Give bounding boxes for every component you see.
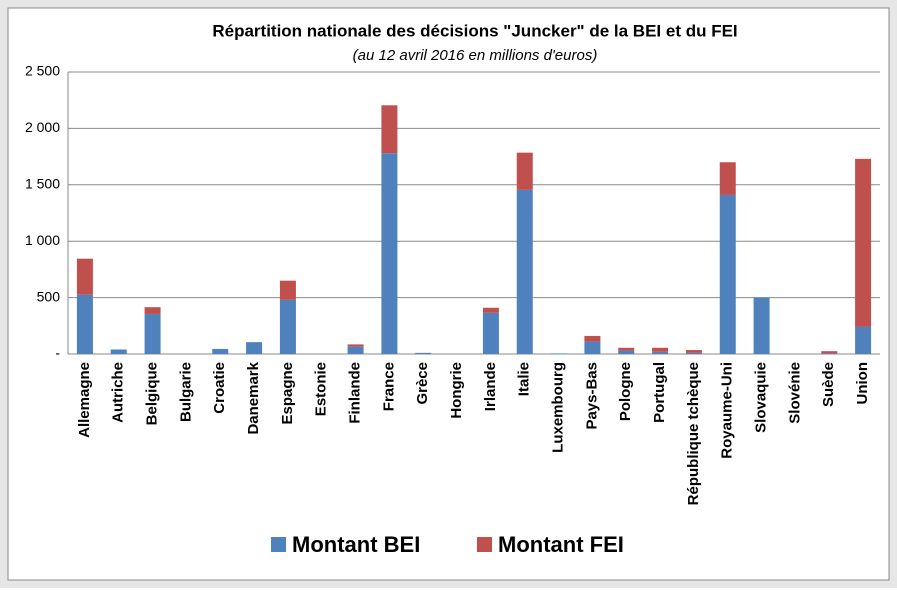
legend-label: Montant BEI bbox=[292, 532, 420, 557]
bar-segment bbox=[855, 326, 872, 354]
bar-segment bbox=[347, 344, 364, 347]
x-tick-label: Bulgarie bbox=[177, 362, 194, 422]
bar-segment bbox=[652, 347, 669, 352]
y-tick-label: 2 000 bbox=[25, 119, 60, 135]
y-tick-label: 2 500 bbox=[25, 63, 60, 79]
chart-subtitle: (au 12 avril 2016 en millions d'euros) bbox=[353, 47, 598, 64]
y-tick-label: 1 500 bbox=[25, 176, 60, 192]
bar-segment bbox=[618, 350, 635, 354]
legend-label: Montant FEI bbox=[498, 532, 624, 557]
x-tick-label: Luxembourg bbox=[550, 362, 567, 453]
x-tick-label: Autriche bbox=[110, 362, 127, 423]
bar-segment bbox=[855, 158, 872, 327]
bar-segment bbox=[482, 312, 499, 354]
x-tick-label: Espagne bbox=[279, 362, 296, 425]
bar-segment bbox=[279, 299, 296, 354]
y-tick-label: - bbox=[55, 345, 60, 361]
x-tick-label: Italie bbox=[516, 362, 533, 396]
x-tick-label: Hongrie bbox=[448, 362, 465, 419]
x-tick-label: Portugal bbox=[651, 362, 668, 423]
legend-swatch bbox=[477, 537, 492, 552]
y-tick-label: 1 000 bbox=[25, 232, 60, 248]
bar-segment bbox=[821, 351, 838, 354]
panel bbox=[7, 7, 890, 581]
bar-segment bbox=[76, 294, 93, 354]
bar-segment bbox=[821, 353, 838, 354]
x-tick-label: Danemark bbox=[245, 361, 262, 434]
bar-segment bbox=[347, 346, 364, 354]
bar-segment bbox=[685, 350, 702, 353]
bar-segment bbox=[144, 307, 161, 314]
bar-segment bbox=[76, 258, 93, 295]
x-tick-label: Slovénie bbox=[786, 362, 803, 424]
x-tick-label: Suède bbox=[820, 362, 837, 407]
x-tick-label: Allemagne bbox=[76, 362, 93, 438]
bar-segment bbox=[719, 162, 736, 195]
bar-segment bbox=[381, 153, 398, 354]
bar-segment bbox=[516, 152, 533, 190]
x-tick-label: Irlande bbox=[482, 362, 499, 411]
x-tick-label: France bbox=[380, 362, 397, 411]
bar-segment bbox=[516, 189, 533, 354]
y-tick-label: 500 bbox=[37, 288, 61, 304]
chart-title: Répartition nationale des décisions "Jun… bbox=[212, 21, 737, 40]
x-tick-label: Royaume-Uni bbox=[719, 362, 736, 459]
bar-segment bbox=[550, 353, 567, 354]
bar-segment bbox=[482, 307, 499, 313]
x-tick-label: Pologne bbox=[617, 362, 634, 421]
x-tick-label: Grèce bbox=[414, 362, 431, 405]
x-tick-label: République tchèque bbox=[685, 362, 702, 505]
x-tick-label: Belgique bbox=[144, 362, 161, 425]
bar-segment bbox=[110, 349, 127, 354]
bar-segment bbox=[652, 351, 669, 354]
bar-segment bbox=[584, 335, 601, 342]
bar-segment bbox=[144, 313, 161, 354]
bar-segment bbox=[584, 341, 601, 354]
x-tick-label: Finlande bbox=[347, 362, 364, 424]
x-tick-label: Slovaquie bbox=[753, 362, 770, 433]
legend-swatch bbox=[271, 537, 286, 552]
bar-segment bbox=[381, 105, 398, 154]
bar-segment bbox=[618, 347, 635, 351]
bar-segment bbox=[246, 342, 263, 354]
x-tick-label: Union bbox=[854, 362, 871, 405]
bar-segment bbox=[212, 348, 229, 354]
bar-segment bbox=[753, 297, 770, 354]
x-tick-label: Pays-Bas bbox=[583, 362, 600, 430]
bar-segment bbox=[719, 194, 736, 354]
bar-segment bbox=[279, 280, 296, 300]
bar-segment bbox=[415, 352, 432, 354]
x-tick-label: Croatie bbox=[211, 362, 228, 414]
bar-segment bbox=[685, 352, 702, 354]
x-tick-label: Estonie bbox=[313, 362, 330, 416]
